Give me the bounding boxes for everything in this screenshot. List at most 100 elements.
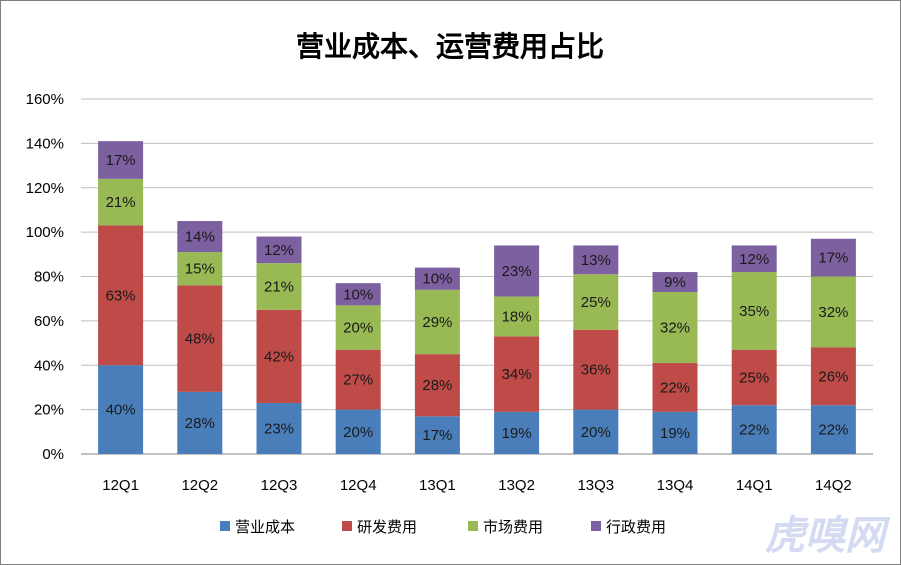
legend-label: 市场费用 — [483, 518, 543, 536]
x-tick-label: 13Q4 — [657, 477, 694, 494]
bar-segment — [256, 236, 302, 264]
data-label: 15% — [185, 261, 215, 278]
x-tick-label: 14Q2 — [815, 477, 852, 494]
data-label: 25% — [739, 369, 769, 386]
legend-item: 营业成本 — [220, 518, 295, 536]
bar-segment — [731, 272, 777, 350]
bar-segment — [335, 409, 381, 454]
y-tick-label: 120% — [26, 180, 64, 197]
legend-item: 行政费用 — [591, 518, 666, 536]
data-label: 19% — [502, 425, 532, 442]
legend-swatch — [591, 521, 601, 531]
data-label: 21% — [106, 194, 136, 211]
data-label: 48% — [185, 331, 215, 348]
legend: 营业成本 研发费用 市场费用 行政费用 — [220, 518, 666, 536]
bar-segment — [810, 347, 856, 406]
data-label: 19% — [660, 425, 690, 442]
data-label: 32% — [818, 304, 848, 321]
bar-segment — [335, 349, 381, 410]
legend-item: 研发费用 — [342, 518, 417, 536]
bar-segment — [414, 416, 460, 454]
bar-segment — [573, 274, 619, 330]
bar-segment — [652, 272, 698, 293]
y-tick-label: 140% — [26, 135, 64, 152]
data-label: 40% — [106, 402, 136, 419]
data-label: 34% — [502, 366, 532, 383]
y-tick-label: 20% — [34, 402, 64, 419]
bar-segment — [98, 141, 144, 179]
bar-segment — [177, 252, 223, 286]
bar-segment — [98, 178, 144, 226]
legend-swatch — [220, 521, 230, 531]
data-label: 17% — [422, 427, 452, 444]
y-tick-label: 0% — [42, 446, 64, 463]
data-label: 20% — [343, 320, 373, 337]
legend-item: 市场费用 — [468, 518, 543, 536]
data-label: 13% — [581, 252, 611, 269]
data-label: 17% — [106, 152, 136, 169]
bar-segment — [177, 391, 223, 454]
legend-swatch — [342, 521, 352, 531]
legend-swatch — [468, 521, 478, 531]
y-axis-ticks: 0% 20% 40% 60% 80% 100% 120% 140% 160% — [26, 91, 64, 463]
bar-segment — [494, 296, 540, 337]
chart-title: 营业成本、运营费用占比 — [296, 30, 604, 63]
y-tick-label: 40% — [34, 357, 64, 374]
data-label: 9% — [664, 274, 686, 291]
legend-label: 营业成本 — [235, 518, 295, 536]
bar-segment — [335, 283, 381, 306]
x-tick-label: 12Q4 — [340, 477, 377, 494]
data-label: 22% — [818, 422, 848, 439]
bar-segment — [731, 405, 777, 454]
data-label: 17% — [818, 250, 848, 267]
legend-label: 研发费用 — [357, 518, 417, 536]
data-label: 23% — [502, 263, 532, 280]
data-label: 36% — [581, 362, 611, 379]
data-label: 27% — [343, 372, 373, 389]
x-axis-ticks: 12Q1 12Q2 12Q3 12Q4 13Q1 13Q2 13Q3 13Q4 14Q1 14Q2 — [102, 477, 852, 494]
bar-segment — [573, 245, 619, 275]
bar-segment — [573, 329, 619, 410]
data-label: 42% — [264, 348, 294, 365]
data-label: 12% — [739, 251, 769, 268]
data-label: 10% — [422, 271, 452, 288]
x-tick-label: 12Q2 — [181, 477, 218, 494]
bar-segment — [494, 336, 540, 412]
x-tick-label: 14Q1 — [736, 477, 773, 494]
data-label: 63% — [106, 287, 136, 304]
data-label: 12% — [264, 242, 294, 259]
bar-segment — [573, 409, 619, 454]
legend-label: 行政费用 — [606, 518, 666, 536]
data-label: 20% — [581, 424, 611, 441]
bar-segment — [494, 411, 540, 454]
bar-segment — [414, 354, 460, 417]
bar-segment — [177, 221, 223, 253]
data-label: 28% — [422, 377, 452, 394]
data-label: 28% — [185, 415, 215, 432]
data-label: 23% — [264, 420, 294, 437]
y-tick-label: 80% — [34, 269, 64, 286]
x-tick-label: 13Q2 — [498, 477, 535, 494]
bar-segment — [731, 349, 777, 406]
bar-segment — [652, 411, 698, 454]
data-label: 26% — [818, 368, 848, 385]
bar-segment — [494, 245, 540, 297]
bar-segment — [652, 363, 698, 412]
data-label: 32% — [660, 320, 690, 337]
bar-segment — [652, 292, 698, 364]
data-label: 22% — [739, 422, 769, 439]
bar-segment — [98, 225, 144, 366]
watermark: 虎嗅网 — [765, 513, 891, 559]
y-tick-label: 100% — [26, 224, 64, 241]
bar-segment — [98, 365, 144, 454]
x-tick-label: 13Q1 — [419, 477, 456, 494]
data-label: 18% — [502, 308, 532, 325]
x-tick-label: 12Q3 — [261, 477, 298, 494]
data-label: 21% — [264, 278, 294, 295]
data-label: 29% — [422, 314, 452, 331]
data-label: 22% — [660, 379, 690, 396]
bar-segment — [256, 263, 302, 310]
bar-segment — [810, 405, 856, 454]
data-label: 14% — [185, 229, 215, 246]
